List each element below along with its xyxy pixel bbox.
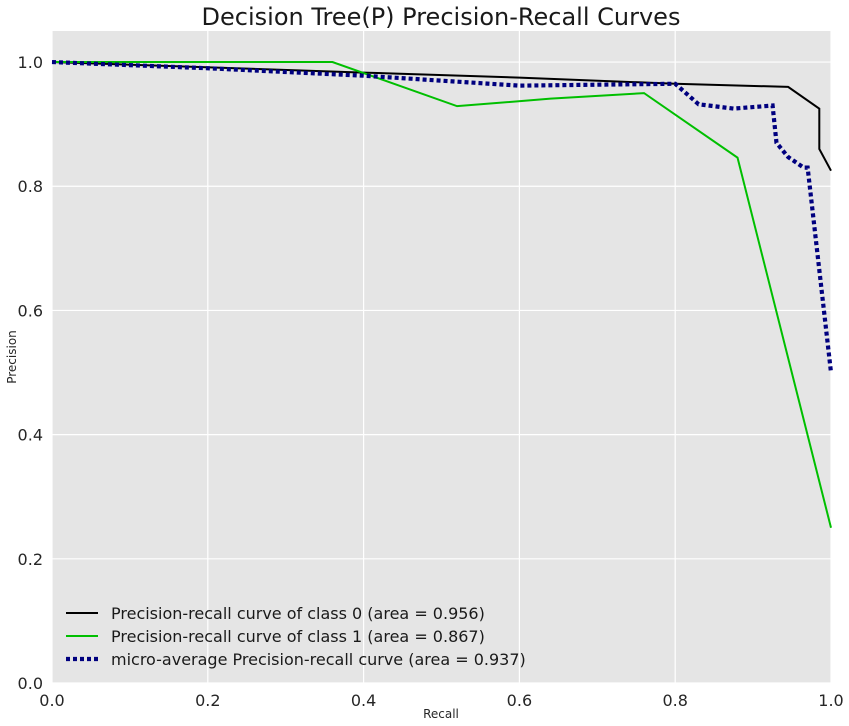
y-tick-label: 1.0 (18, 53, 43, 72)
plot-background (52, 31, 831, 683)
y-axis-label: Precision (5, 330, 19, 384)
x-tick-label: 0.0 (39, 691, 64, 710)
x-tick-label: 0.6 (507, 691, 532, 710)
series-line-2 (51, 59, 834, 373)
series-line-0 (51, 61, 832, 172)
series-lines (51, 59, 834, 529)
chart-title: Decision Tree(P) Precision-Recall Curves (202, 3, 681, 31)
x-axis-label: Recall (423, 707, 459, 721)
legend: Precision-recall curve of class 0 (area … (66, 604, 526, 669)
x-tick-label: 1.0 (818, 691, 843, 710)
y-tick-label: 0.2 (18, 550, 43, 569)
series-line-1 (52, 61, 832, 529)
tick-labels: 0.0 0.2 0.4 0.6 0.8 1.0 0.0 0.2 0.4 0.6 0.8 1.0 (18, 53, 844, 710)
legend-label-2: micro-average Precision-recall curve (ar… (111, 650, 526, 669)
x-tick-label: 0.8 (662, 691, 687, 710)
y-tick-label: 0.8 (18, 177, 43, 196)
y-tick-label: 0.4 (18, 426, 43, 445)
y-tick-label: 0.0 (18, 674, 43, 693)
x-tick-label: 0.2 (195, 691, 220, 710)
legend-label-0: Precision-recall curve of class 0 (area … (111, 604, 485, 623)
x-tick-label: 0.4 (351, 691, 376, 710)
legend-label-1: Precision-recall curve of class 1 (area … (111, 627, 485, 646)
y-tick-label: 0.6 (18, 301, 43, 320)
